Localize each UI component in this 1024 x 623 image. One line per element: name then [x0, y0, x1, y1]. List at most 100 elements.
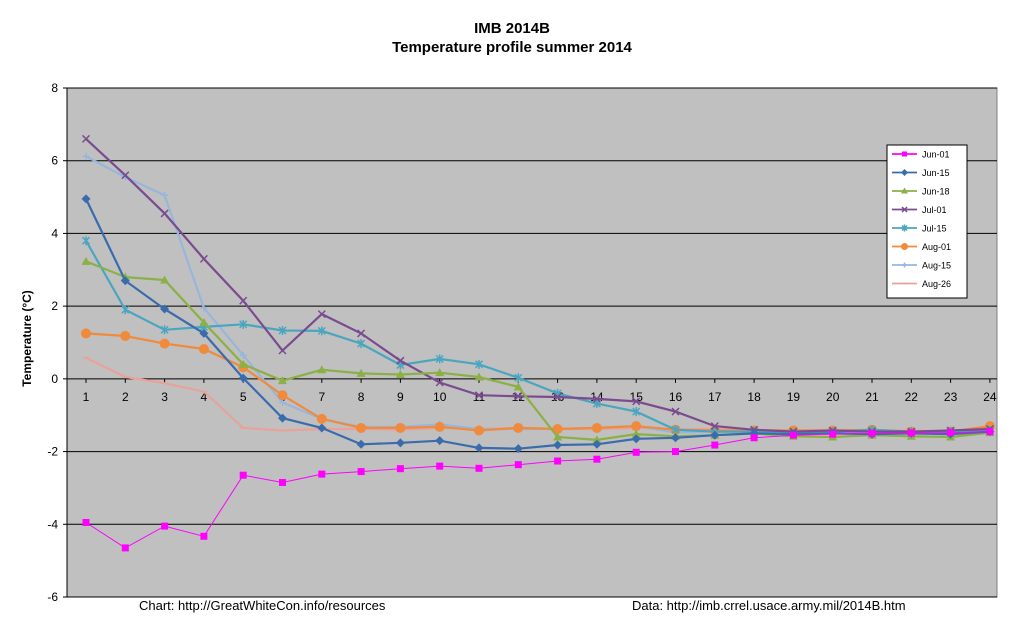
data-point	[396, 356, 405, 365]
data-point	[513, 422, 524, 433]
series-line	[85, 431, 990, 549]
data-point	[553, 440, 563, 450]
data-point	[475, 464, 483, 472]
data-point	[278, 326, 287, 336]
data-point	[671, 433, 680, 443]
data-point	[395, 369, 405, 378]
legend-label: Aug-15	[922, 261, 951, 271]
data-point	[161, 522, 169, 530]
x-tick-label: 2	[122, 390, 129, 404]
data-point	[239, 296, 248, 305]
legend-label: Jul-15	[922, 224, 947, 234]
data-point	[553, 432, 563, 441]
data-point	[161, 191, 169, 199]
legend-item: Jul-01	[892, 205, 947, 215]
data-point	[435, 354, 444, 364]
y-tick-label: -4	[47, 517, 58, 531]
data-point	[356, 422, 367, 433]
x-tick-label: 22	[905, 390, 919, 404]
data-point	[199, 254, 208, 263]
series-line	[85, 138, 990, 433]
series-jun-01	[82, 428, 994, 552]
x-tick-label: 24	[983, 390, 997, 404]
y-tick-label: 4	[51, 226, 58, 240]
x-tick-label: 3	[161, 390, 168, 404]
y-axis-label: Temperature (°C)	[20, 290, 34, 387]
data-point	[868, 429, 876, 437]
data-point	[789, 431, 797, 439]
data-point	[200, 532, 208, 540]
data-point	[81, 134, 91, 143]
data-point	[278, 346, 287, 355]
x-tick-label: 9	[397, 390, 404, 404]
data-point	[632, 407, 641, 417]
y-tick-label: 8	[51, 81, 58, 95]
data-point	[81, 194, 91, 204]
x-tick-label: 1	[83, 390, 90, 404]
data-point	[239, 319, 248, 329]
x-tick-label: 17	[708, 390, 722, 404]
data-point	[513, 444, 523, 454]
data-point	[396, 465, 404, 473]
data-point	[278, 376, 287, 385]
data-point	[120, 330, 131, 341]
legend-marker	[901, 243, 908, 250]
data-point	[81, 236, 91, 246]
data-point	[434, 421, 445, 432]
legend-item: Jul-15	[892, 224, 947, 234]
x-tick-label: 5	[240, 390, 247, 404]
data-point	[238, 373, 248, 383]
data-point	[710, 422, 719, 431]
legend-label: Jun-01	[922, 150, 950, 160]
legend-item: Jun-01	[892, 150, 950, 160]
data-point	[395, 422, 406, 433]
data-point	[947, 429, 955, 437]
data-point	[82, 152, 90, 160]
legend-marker	[901, 224, 908, 232]
footer-data-source: Data: http://imb.crrel.usace.army.mil/20…	[632, 598, 906, 613]
legend-item: Jun-18	[892, 187, 950, 197]
data-point	[317, 326, 326, 336]
data-point	[200, 304, 208, 312]
y-tick-label: -2	[47, 445, 58, 459]
data-point	[711, 441, 719, 449]
legend-marker	[902, 151, 907, 157]
data-point	[593, 455, 601, 463]
data-point	[553, 393, 562, 402]
legend-label: Aug-26	[922, 279, 951, 289]
data-point	[474, 391, 484, 400]
y-tick-label: 0	[51, 372, 58, 386]
y-tick-label: 6	[51, 154, 58, 168]
data-point	[513, 382, 523, 391]
data-point	[671, 407, 680, 416]
data-point	[317, 365, 327, 374]
data-point	[435, 368, 445, 377]
data-point	[121, 305, 130, 315]
data-point	[829, 430, 837, 438]
data-point	[239, 351, 247, 359]
x-tick-label: 4	[201, 390, 208, 404]
data-point	[81, 328, 91, 339]
y-tick-label: -6	[47, 590, 58, 604]
data-point	[160, 275, 170, 284]
data-point	[395, 438, 405, 448]
data-point	[592, 439, 602, 449]
data-point	[239, 471, 247, 479]
data-point	[474, 372, 484, 381]
data-point	[198, 344, 209, 355]
footer-source: Chart: http://GreatWhiteCon.info/resourc…	[139, 598, 386, 613]
data-point	[435, 436, 445, 446]
legend-label: Jul-01	[922, 205, 947, 215]
data-point	[357, 339, 366, 349]
data-point	[357, 468, 365, 476]
data-point	[631, 421, 642, 432]
data-point	[514, 392, 523, 401]
data-point	[81, 256, 91, 265]
data-point	[514, 373, 523, 383]
data-point	[907, 429, 915, 437]
data-point	[121, 544, 129, 552]
plot-area	[66, 87, 998, 598]
chart-title: IMB 2014B	[474, 20, 550, 37]
data-point	[121, 171, 130, 180]
